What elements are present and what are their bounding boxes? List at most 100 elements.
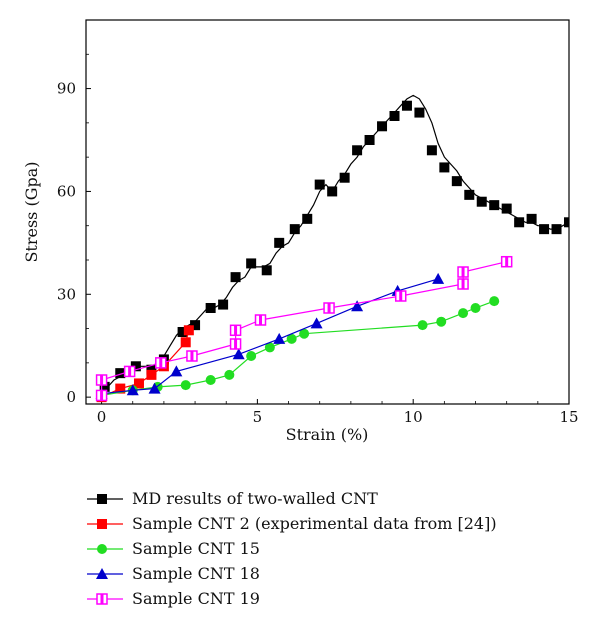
data-point — [458, 308, 469, 319]
y-tick-label: 90 — [57, 80, 76, 98]
data-point — [432, 272, 445, 284]
data-point — [476, 196, 487, 207]
legend-label: Sample CNT 18 — [132, 564, 260, 583]
data-point — [264, 342, 275, 353]
data-point — [439, 162, 450, 173]
data-point — [351, 300, 364, 312]
data-point — [299, 328, 310, 339]
x-tick-label: 5 — [253, 408, 263, 426]
data-point — [246, 351, 257, 361]
data-point — [339, 172, 350, 183]
legend-label: MD results of two-walled CNT — [132, 489, 378, 508]
data-point — [205, 303, 216, 313]
legend-marker — [97, 519, 107, 529]
legend-marker — [97, 544, 107, 554]
x-axis-ticks: 0 5 10 15 — [97, 399, 579, 426]
data-point — [470, 303, 481, 313]
data-point — [99, 381, 110, 392]
data-point — [539, 224, 550, 235]
data-point — [514, 217, 525, 228]
data-point — [130, 361, 141, 372]
data-point — [146, 364, 157, 375]
data-point — [489, 200, 500, 211]
x-tick-label: 0 — [97, 408, 107, 426]
legend-label: Sample CNT 2 (experimental data from [24… — [132, 514, 497, 533]
data-point — [180, 380, 191, 391]
legend-label: Sample CNT 15 — [132, 539, 260, 558]
data-point — [180, 337, 191, 348]
data-point — [489, 296, 500, 307]
data-point — [246, 258, 257, 269]
data-point — [274, 237, 285, 248]
data-point — [232, 348, 245, 360]
data-point — [364, 135, 375, 145]
data-point — [229, 324, 242, 337]
data-point — [170, 365, 183, 377]
data-point — [115, 368, 126, 379]
data-point — [95, 374, 108, 386]
data-point — [417, 320, 428, 331]
data-point — [310, 317, 323, 329]
legend-item: MD results of two-walled CNT — [87, 489, 378, 508]
data-point — [500, 255, 513, 268]
y-tick-label: 0 — [66, 388, 76, 406]
x-axis-label: Strain (%) — [286, 425, 369, 444]
data-point — [401, 100, 412, 111]
y-axis-label: Stress (Gpa) — [22, 161, 41, 262]
y-tick-label: 30 — [57, 285, 76, 303]
legend-item: Sample CNT 19 — [87, 589, 260, 608]
legend-marker — [97, 494, 107, 504]
data-point — [126, 384, 139, 396]
data-point — [224, 369, 235, 380]
legend-item: Sample CNT 18 — [87, 564, 260, 583]
series-layer — [95, 94, 569, 403]
data-point — [327, 186, 338, 197]
data-point — [457, 266, 469, 278]
data-point — [314, 179, 325, 190]
data-point — [323, 302, 335, 314]
data-point — [451, 176, 462, 187]
legend-item: Sample CNT 15 — [87, 539, 260, 558]
data-point — [464, 189, 475, 200]
series-line — [101, 278, 439, 395]
data-point — [414, 107, 425, 118]
data-point — [352, 145, 363, 156]
series-line — [101, 94, 569, 395]
data-point — [286, 333, 297, 344]
data-point — [229, 338, 242, 350]
y-tick-label: 60 — [57, 182, 76, 200]
data-point — [389, 111, 400, 121]
legend-label: Sample CNT 19 — [132, 589, 260, 608]
data-point — [230, 272, 241, 283]
legend-item: Sample CNT 2 (experimental data from [24… — [87, 514, 497, 533]
data-point — [302, 213, 313, 224]
legend: MD results of two-walled CNT Sample CNT 2… — [87, 489, 497, 608]
y-axis-ticks: 0 30 60 90 — [57, 53, 91, 406]
data-point — [183, 325, 194, 336]
data-point — [123, 365, 136, 378]
data-point — [177, 327, 188, 337]
data-point — [394, 290, 407, 302]
x-tick-label: 10 — [404, 408, 423, 426]
x-tick-label: 15 — [559, 408, 578, 426]
series-5 — [95, 255, 513, 402]
series-line — [101, 300, 495, 396]
data-point — [254, 314, 267, 326]
data-point — [146, 369, 157, 380]
data-point — [289, 224, 300, 235]
data-point — [148, 382, 161, 394]
series-1 — [99, 94, 569, 395]
data-point — [218, 299, 229, 310]
data-point — [436, 316, 447, 327]
data-point — [426, 145, 437, 156]
data-point — [377, 121, 388, 132]
data-point — [115, 383, 126, 394]
legend-marker — [96, 568, 108, 579]
data-point — [155, 357, 167, 369]
data-point — [95, 389, 108, 402]
data-point — [501, 203, 512, 214]
data-point — [273, 332, 286, 344]
data-point — [564, 217, 569, 228]
data-point — [186, 350, 198, 362]
data-point — [526, 213, 537, 224]
